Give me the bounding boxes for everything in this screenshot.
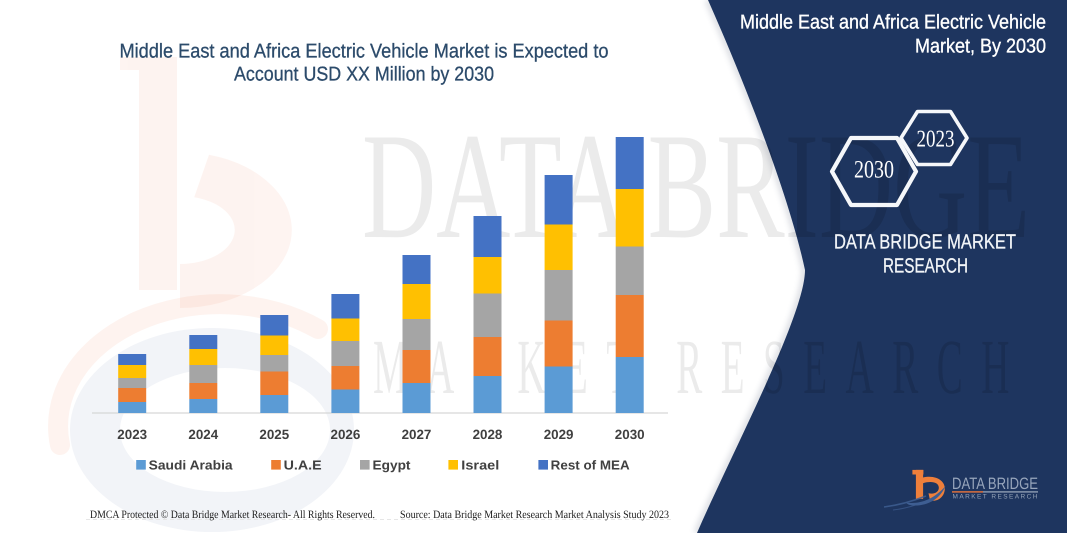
- svg-text:Source: Data Bridge Market Res: Source: Data Bridge Market Research Mark…: [400, 509, 669, 521]
- svg-text:Egypt: Egypt: [373, 458, 412, 473]
- svg-text:Saudi Arabia: Saudi Arabia: [149, 458, 234, 473]
- svg-text:Middle East and Africa Electri: Middle East and Africa Electric Vehicle …: [120, 41, 609, 63]
- svg-text:2026: 2026: [331, 427, 361, 442]
- svg-text:Rest of MEA: Rest of MEA: [551, 458, 631, 473]
- svg-text:2030: 2030: [854, 157, 894, 184]
- svg-text:2024: 2024: [188, 427, 218, 442]
- svg-text:RESEARCH: RESEARCH: [883, 255, 968, 278]
- svg-text:U.A.E: U.A.E: [284, 458, 322, 473]
- svg-text:2029: 2029: [544, 427, 574, 442]
- svg-text:2030: 2030: [615, 427, 645, 442]
- svg-text:DATA BRIDGE MARKET: DATA BRIDGE MARKET: [834, 231, 1016, 254]
- svg-text:2028: 2028: [473, 427, 503, 442]
- svg-text:DMCA Protected © Data Bridge M: DMCA Protected © Data Bridge Market Rese…: [90, 509, 375, 521]
- svg-text:DATA BRIDGE: DATA BRIDGE: [952, 475, 1038, 493]
- svg-text:2027: 2027: [402, 427, 432, 442]
- svg-text:Market, By 2030: Market, By 2030: [915, 36, 1046, 58]
- svg-text:2023: 2023: [917, 127, 955, 153]
- svg-text:MARKET RESEARCH: MARKET RESEARCH: [953, 494, 1038, 501]
- svg-text:Account USD XX Million by 2030: Account USD XX Million by 2030: [234, 64, 494, 86]
- svg-text:Israel: Israel: [461, 458, 499, 473]
- svg-text:Middle East and Africa Electri: Middle East and Africa Electric Vehicle: [740, 12, 1046, 34]
- svg-text:2023: 2023: [117, 427, 147, 442]
- svg-text:2025: 2025: [259, 427, 289, 442]
